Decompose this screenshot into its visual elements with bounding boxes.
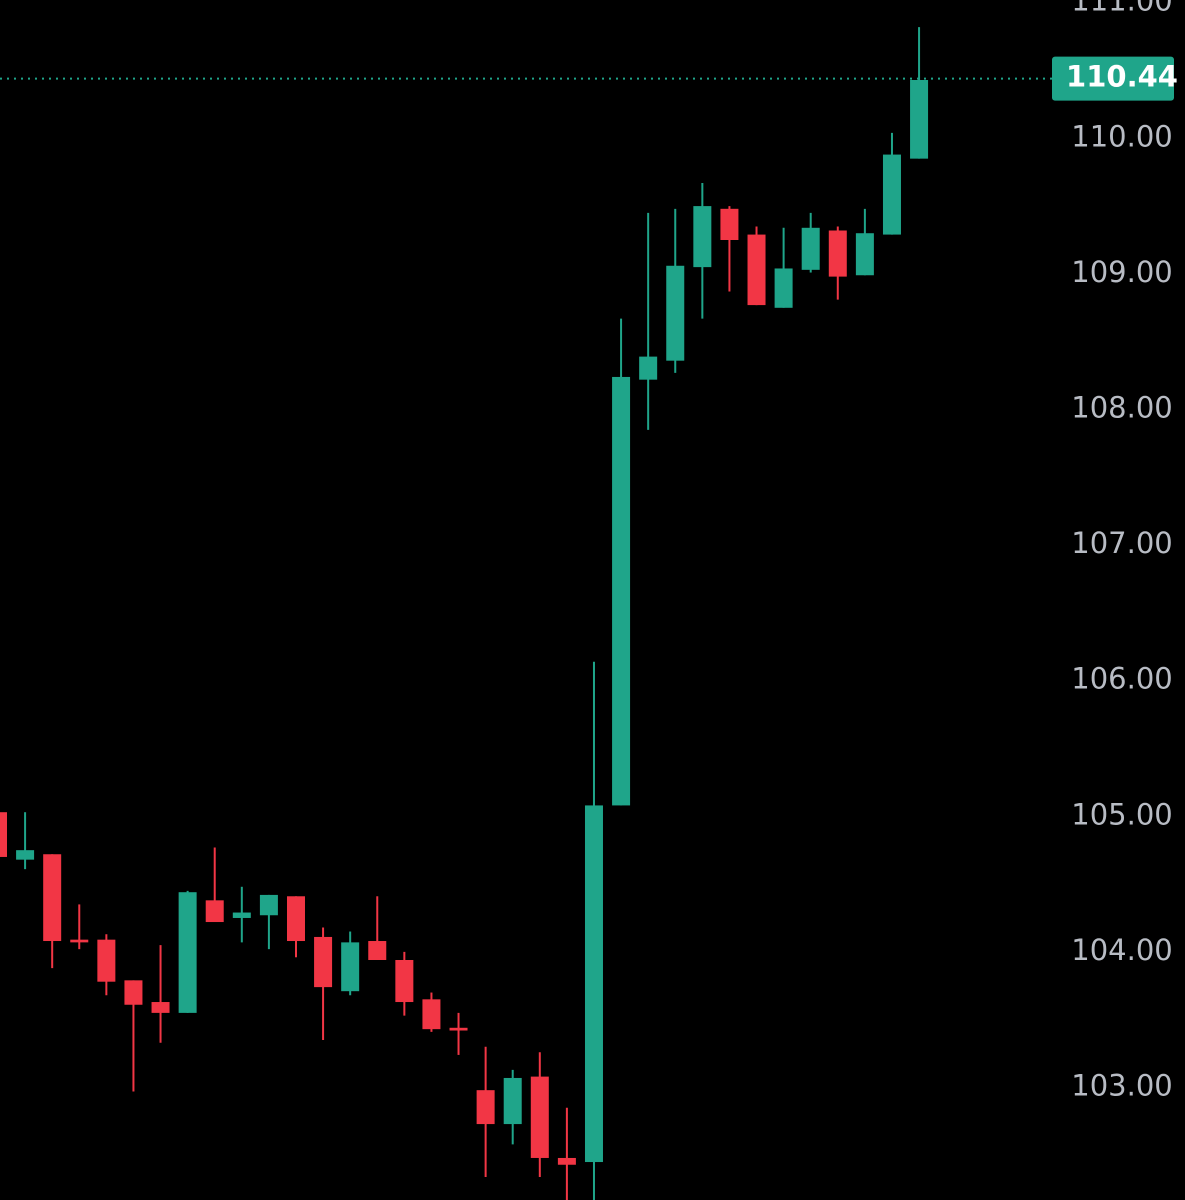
- y-tick-label: 108.00: [1071, 390, 1172, 424]
- candle-body: [178, 892, 197, 1013]
- candle-body: [476, 1090, 495, 1125]
- candle-body: [639, 356, 658, 380]
- candle-body: [666, 265, 685, 361]
- candle-body: [286, 896, 305, 942]
- y-tick-label: 104.00: [1071, 933, 1172, 967]
- candle-body: [828, 230, 847, 277]
- candle-body: [151, 1002, 170, 1013]
- y-tick-label: 106.00: [1071, 662, 1172, 696]
- candle-body: [530, 1076, 549, 1158]
- candle-body: [341, 942, 360, 992]
- candle-body: [368, 941, 387, 960]
- y-tick-label: 107.00: [1071, 526, 1172, 560]
- candle-body: [70, 939, 89, 943]
- last-price-label: 110.44: [1066, 60, 1178, 94]
- candle-body: [693, 206, 712, 268]
- candle-body: [503, 1077, 522, 1125]
- candle-body: [882, 154, 901, 235]
- candle-body: [259, 894, 278, 916]
- candle-body: [801, 227, 820, 270]
- candle-body: [43, 854, 62, 942]
- y-tick-label: 105.00: [1071, 797, 1172, 831]
- candle-body: [720, 208, 739, 240]
- candle-body: [584, 805, 603, 1163]
- candle-body: [0, 812, 7, 857]
- y-tick-label: 111.00: [1071, 0, 1172, 18]
- y-tick-label: 109.00: [1071, 255, 1172, 289]
- candle-body: [612, 376, 631, 806]
- last-price-box: [1052, 56, 1174, 101]
- candle-body: [855, 233, 874, 276]
- candle-body: [449, 1027, 468, 1031]
- y-tick-label: 110.00: [1071, 119, 1172, 153]
- candle-body: [16, 850, 35, 860]
- candle-body: [97, 939, 116, 982]
- candle-body: [314, 936, 333, 988]
- candle-body: [747, 234, 766, 306]
- candle-body: [557, 1157, 576, 1165]
- candle-body: [205, 900, 224, 923]
- candle-body: [422, 999, 441, 1030]
- candle-body: [232, 912, 251, 918]
- candle-body: [124, 980, 143, 1005]
- candle-body: [774, 268, 793, 308]
- candle-body: [910, 80, 929, 159]
- candle-body: [395, 960, 414, 1003]
- y-tick-label: 103.00: [1071, 1068, 1172, 1102]
